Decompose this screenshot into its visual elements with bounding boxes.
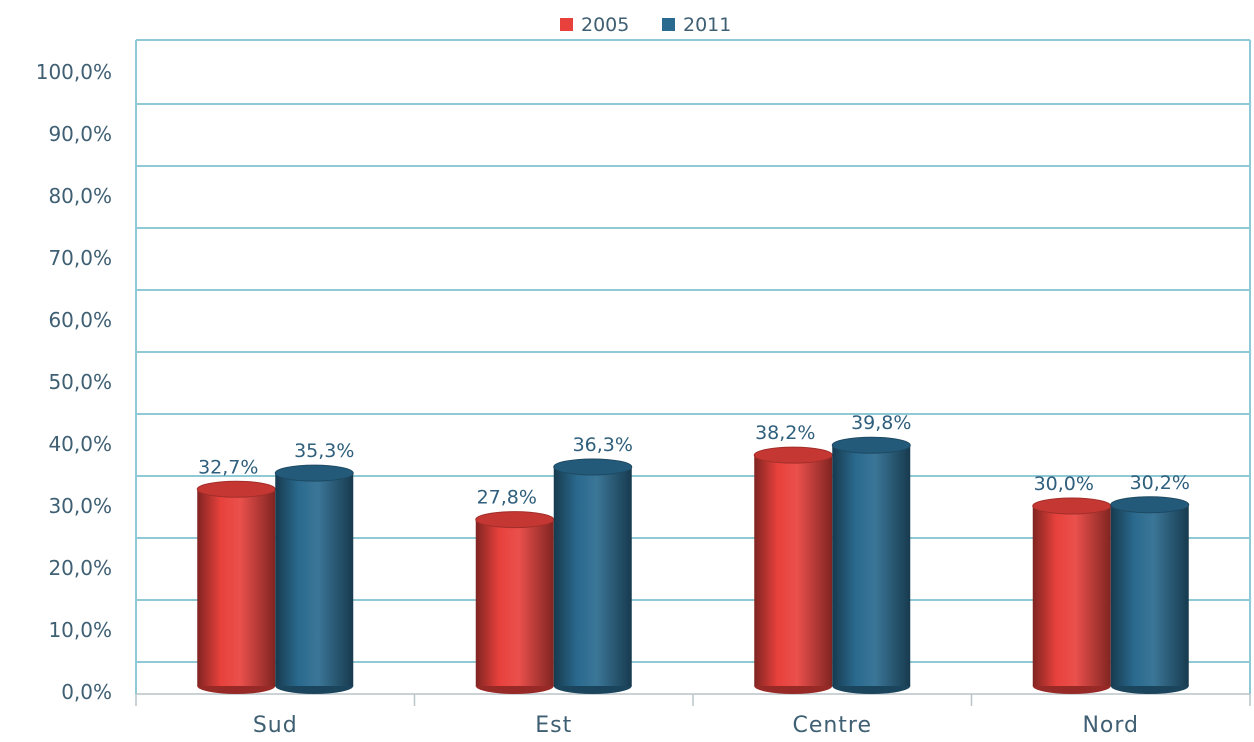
bar-top: [1032, 497, 1112, 515]
bar-2005-sud: [196, 480, 276, 694]
y-tick-label: 90,0%: [48, 122, 112, 146]
bar-top: [753, 446, 833, 464]
bar-2005-est: [475, 511, 555, 694]
bar-body: [197, 489, 276, 686]
bars: [196, 436, 1190, 694]
bar-2005-nord: [1032, 497, 1112, 694]
x-category-label: Centre: [792, 713, 872, 738]
legend-label: 2011: [683, 14, 731, 36]
y-tick-label: 40,0%: [48, 432, 112, 456]
bar-body: [475, 519, 554, 686]
y-tick-label: 10,0%: [48, 618, 112, 642]
bar-2005-centre: [753, 446, 833, 694]
legend: 2005 2011: [560, 14, 731, 36]
y-tick-label: 50,0%: [48, 370, 112, 394]
y-tick-label: 80,0%: [48, 184, 112, 208]
bar-top: [1110, 496, 1190, 514]
bar-top: [475, 511, 555, 529]
data-label: 38,2%: [755, 422, 815, 444]
data-label: 30,2%: [1130, 472, 1190, 494]
y-tick-label: 0,0%: [61, 680, 112, 704]
y-tick-label: 30,0%: [48, 494, 112, 518]
axes: 0,0% 10,0% 20,0% 30,0% 40,0% 50,0% 60,0% 70,0% 8…: [36, 39, 1251, 738]
data-label: 27,8%: [477, 487, 537, 509]
bar-2011-sud: [274, 464, 354, 694]
data-label: 35,3%: [294, 440, 354, 462]
data-label: 32,7%: [198, 456, 258, 478]
bar-2011-nord: [1110, 496, 1190, 694]
y-tick-label: 20,0%: [48, 556, 112, 580]
bar-body: [754, 455, 833, 686]
bar-top: [831, 436, 911, 454]
y-tick-label: 70,0%: [48, 246, 112, 270]
bar-body: [553, 466, 632, 686]
bar-body: [275, 473, 354, 686]
legend-swatch: [662, 18, 675, 31]
bar-body: [832, 445, 911, 686]
bar-body: [1110, 504, 1189, 686]
legend-swatch: [560, 18, 573, 31]
data-label: 36,3%: [573, 434, 633, 456]
legend-label: 2005: [581, 14, 629, 36]
data-label: 30,0%: [1034, 473, 1094, 495]
bar-top: [274, 464, 354, 482]
bar-2011-est: [553, 458, 633, 694]
bar-body: [1032, 506, 1111, 686]
x-category-label: Nord: [1082, 713, 1139, 738]
y-tick-label: 60,0%: [48, 308, 112, 332]
bar-top: [196, 480, 276, 498]
x-category-label: Est: [535, 713, 572, 738]
bar-top: [553, 458, 633, 476]
data-labels: 32,7% 35,3% 27,8% 36,3% 38,2% 39,8% 30,0% 30,2%: [198, 412, 1190, 508]
y-tick-label: 100,0%: [36, 60, 112, 84]
bar-2011-centre: [831, 436, 911, 694]
x-category-label: Sud: [253, 713, 298, 738]
data-label: 39,8%: [851, 412, 911, 434]
